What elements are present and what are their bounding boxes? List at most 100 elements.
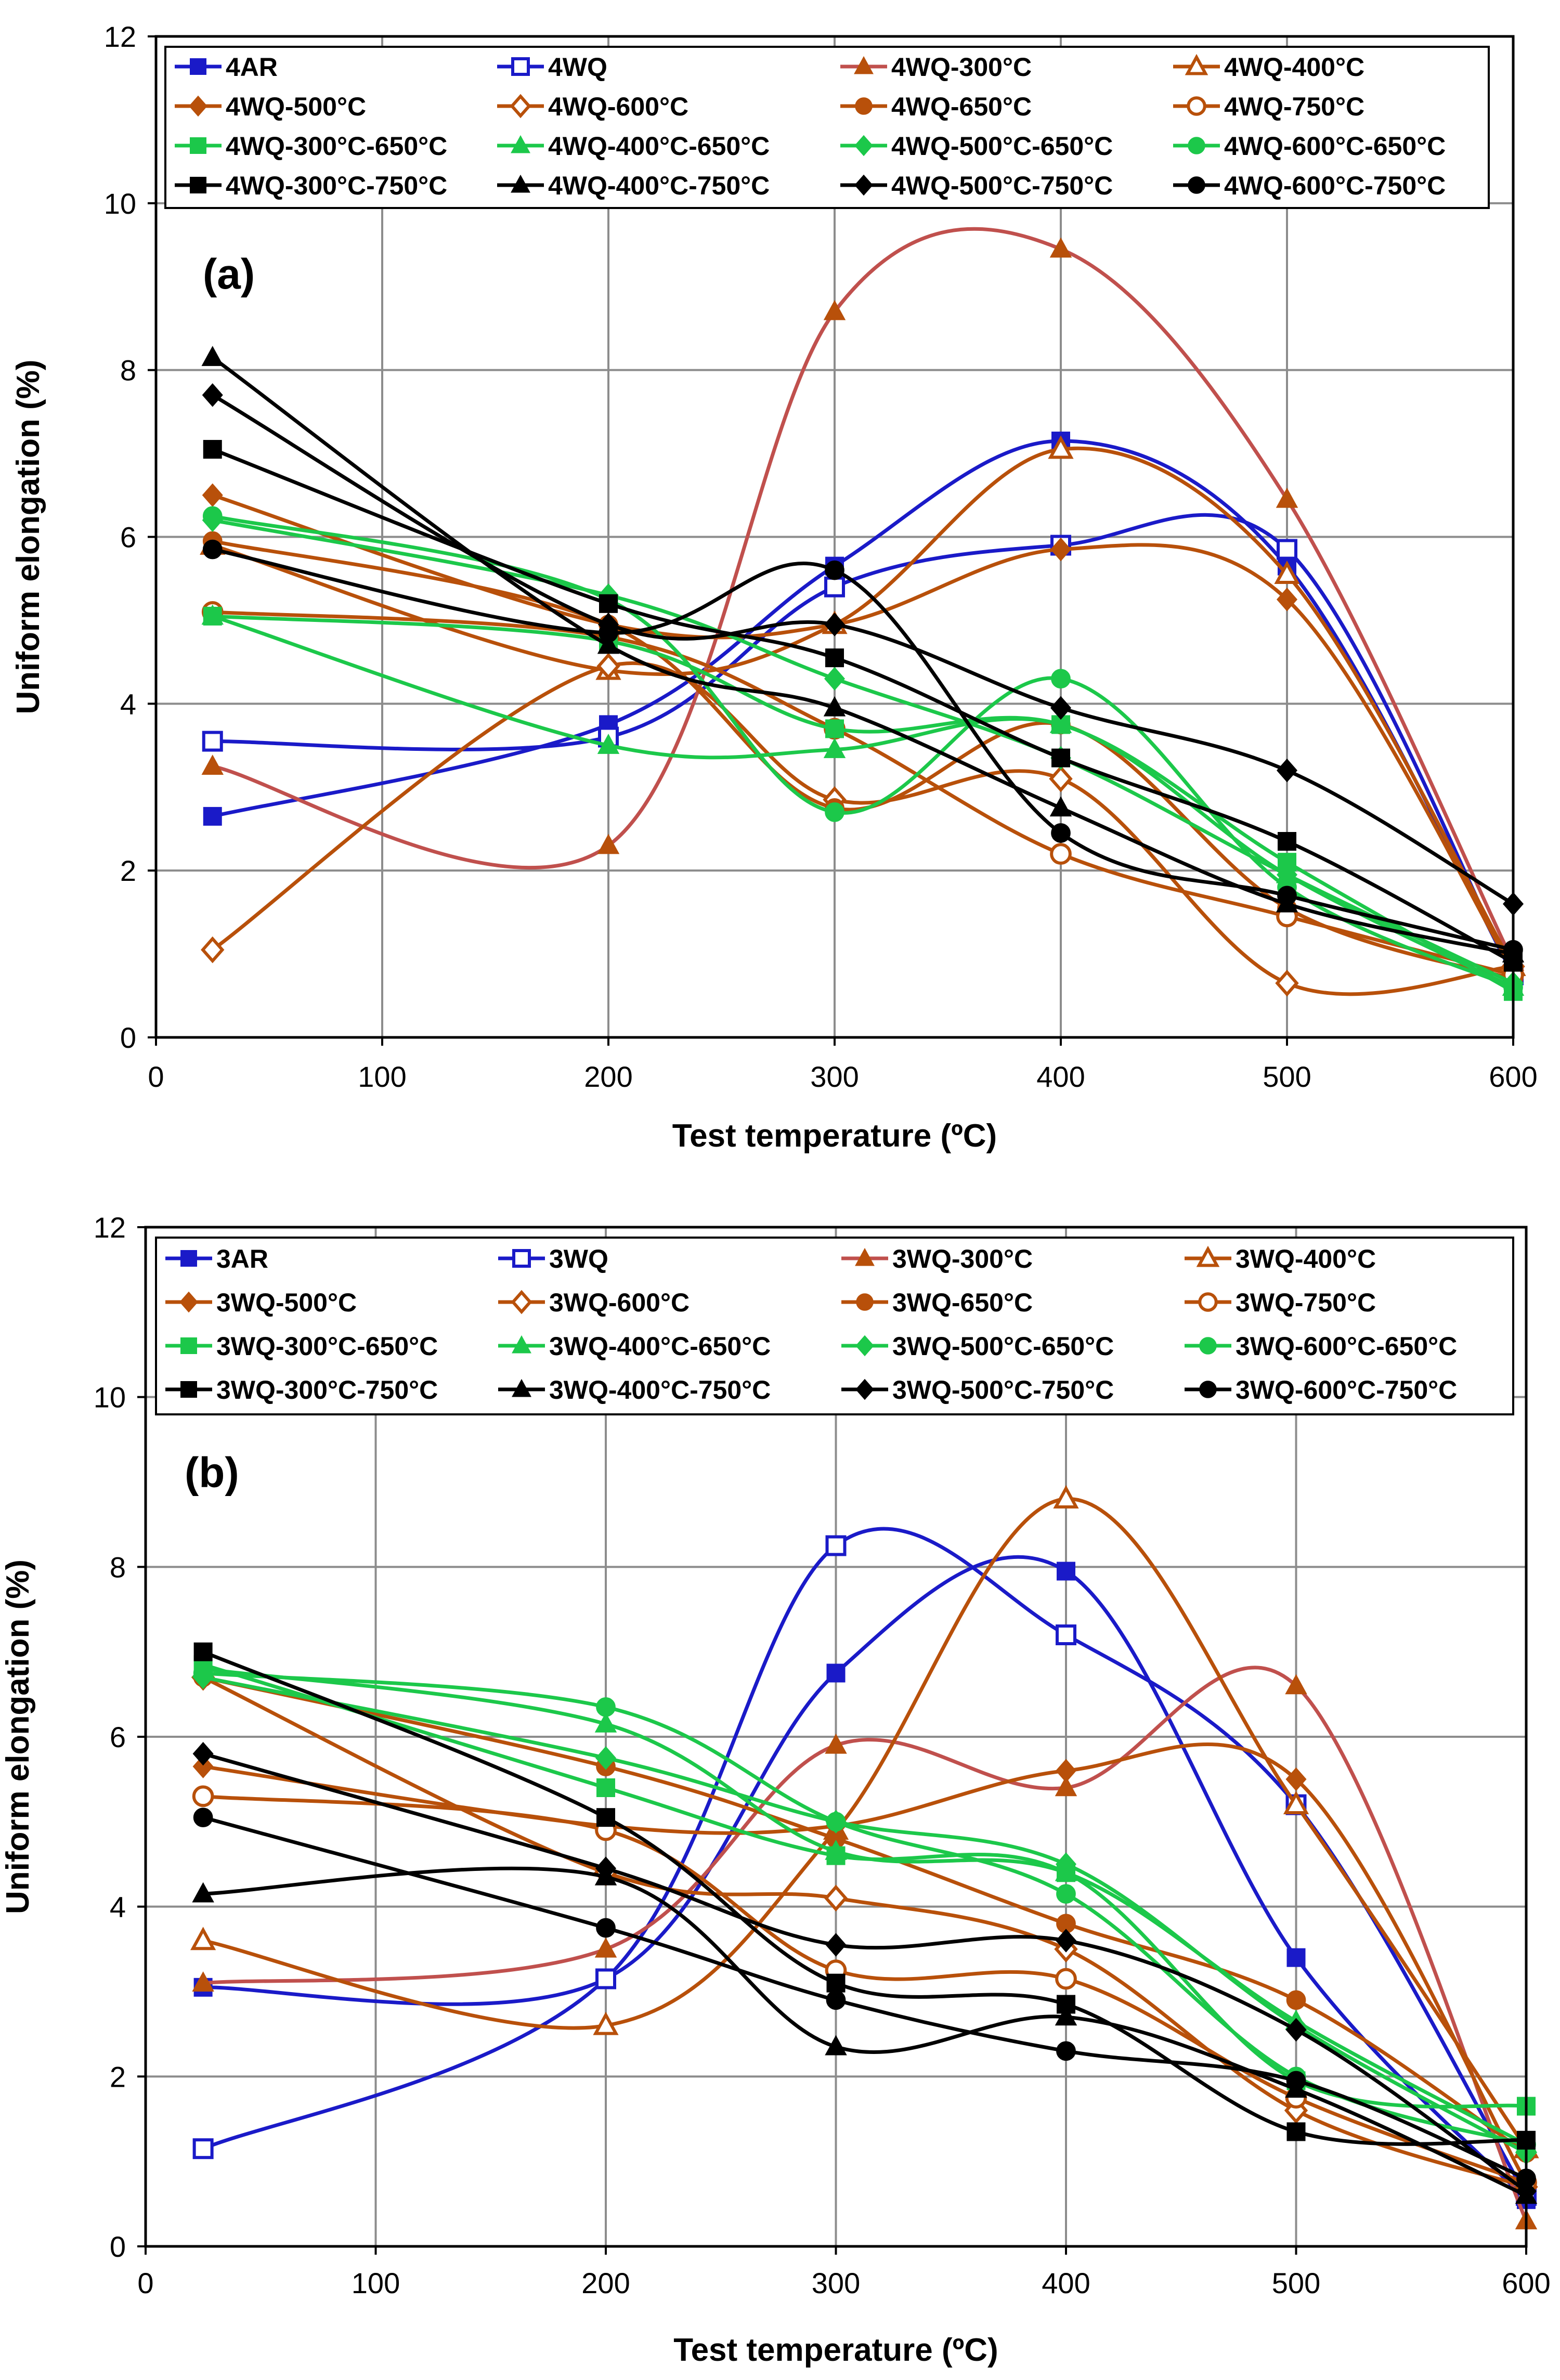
x-axis-label: Test temperature (ºC) bbox=[672, 1118, 997, 1154]
legend-entry-3wq-300c-750c: 3WQ-300°C-750°C bbox=[165, 1375, 438, 1404]
data-point bbox=[596, 1778, 615, 1797]
series-line bbox=[202, 1675, 1527, 2189]
legend-label: 3WQ-400°C-650°C bbox=[549, 1332, 771, 1361]
data-point bbox=[593, 2011, 619, 2035]
legend-entry-4wq-400c-750c: 4WQ-400°C-750°C bbox=[497, 171, 770, 200]
series-line bbox=[212, 439, 1515, 976]
data-point bbox=[597, 834, 620, 854]
data-point bbox=[823, 738, 846, 758]
legend-label: 4AR bbox=[226, 53, 278, 82]
data-point bbox=[1285, 1674, 1307, 1695]
legend-marker bbox=[854, 174, 873, 196]
data-point bbox=[1049, 796, 1072, 817]
legend-marker bbox=[179, 1291, 198, 1313]
series-line bbox=[202, 1815, 1527, 2180]
data-point bbox=[599, 594, 618, 613]
x-tick-label: 0 bbox=[148, 1060, 164, 1093]
data-point bbox=[596, 653, 620, 680]
data-point bbox=[823, 696, 846, 717]
legend-label: 3WQ-400°C bbox=[1236, 1244, 1376, 1273]
data-point bbox=[826, 1812, 846, 1832]
data-point bbox=[825, 1733, 847, 1754]
legend-entry-4wq-600c: 4WQ-600°C bbox=[497, 92, 688, 121]
plot-frame bbox=[144, 1226, 1528, 2248]
legend-entry-3wq-650c: 3WQ-650°C bbox=[841, 1288, 1033, 1317]
data-point bbox=[825, 648, 844, 668]
data-point bbox=[824, 667, 846, 691]
data-point bbox=[1051, 748, 1070, 768]
legend-marker bbox=[1187, 96, 1206, 116]
legend-label: 4WQ-400°C-750°C bbox=[548, 171, 770, 200]
data-point bbox=[202, 506, 223, 526]
legend-entry-4wq-600c-650c: 4WQ-600°C-650°C bbox=[1173, 132, 1446, 161]
legend-marker bbox=[855, 1335, 874, 1357]
legend-marker bbox=[1188, 137, 1205, 154]
legend-marker bbox=[1188, 176, 1205, 194]
legend-marker bbox=[190, 177, 206, 193]
x-tick-label: 300 bbox=[810, 1060, 859, 1093]
legend-entry-4wq-400c: 4WQ-400°C bbox=[1173, 53, 1364, 82]
legend-marker bbox=[189, 95, 207, 117]
y-tick-label: 8 bbox=[110, 1551, 126, 1583]
legend-marker bbox=[1196, 1245, 1220, 1267]
data-point bbox=[1055, 1759, 1077, 1783]
data-point bbox=[1056, 2041, 1076, 2061]
y-tick-label: 12 bbox=[104, 20, 136, 53]
y-tick-label: 6 bbox=[110, 1721, 126, 1753]
data-point bbox=[595, 1968, 616, 1989]
legend-marker bbox=[512, 1378, 531, 1397]
y-tick-label: 2 bbox=[120, 854, 136, 887]
data-point bbox=[192, 1971, 214, 1992]
panel-label: (a) bbox=[203, 251, 255, 298]
data-point bbox=[825, 802, 844, 822]
legend-marker bbox=[1199, 1337, 1217, 1355]
legend-label: 4WQ-500°C-650°C bbox=[891, 132, 1113, 161]
chart-panel-b: 0 100 200 300 400 500 600 0 2 4 6 8 10 12 3AR 3WQ 3WQ-30… bbox=[0, 1211, 1551, 2368]
data-point bbox=[192, 1754, 214, 1778]
legend-entry-3wq-400c-650c: 3WQ-400°C-650°C bbox=[498, 1332, 771, 1361]
legend-marker bbox=[511, 174, 530, 193]
data-point bbox=[1050, 843, 1072, 865]
legend-label: 3WQ-300°C-650°C bbox=[216, 1332, 438, 1361]
data-point bbox=[1055, 2005, 1077, 2026]
data-point bbox=[1285, 2018, 1307, 2042]
data-point bbox=[1051, 823, 1071, 843]
legend-marker bbox=[856, 1293, 874, 1311]
data-point bbox=[1285, 1767, 1307, 1791]
legend-label: 3WQ-500°C bbox=[216, 1288, 357, 1317]
data-point bbox=[824, 576, 845, 597]
data-point bbox=[1284, 2097, 1308, 2124]
legend-entry-3wq-300c-650c: 3WQ-300°C-650°C bbox=[165, 1332, 438, 1361]
data-point bbox=[1048, 435, 1074, 459]
data-point bbox=[1283, 1791, 1309, 1814]
data-point bbox=[826, 1973, 846, 1993]
legend-label: 4WQ-500°C-750°C bbox=[891, 171, 1113, 200]
data-point bbox=[192, 1785, 214, 1807]
legend: 4AR 4WQ 4WQ-300°C 4WQ-400°C 4WQ-500°C 4WQ-600… bbox=[164, 46, 1490, 209]
legend-label: 3WQ-600°C-650°C bbox=[1236, 1332, 1457, 1361]
legend-label: 3WQ-600°C bbox=[549, 1288, 690, 1317]
legend-entry-4wq-300c: 4WQ-300°C bbox=[840, 53, 1032, 82]
legend-marker bbox=[854, 135, 873, 157]
y-tick-label: 12 bbox=[94, 1211, 126, 1244]
data-point bbox=[596, 1697, 616, 1717]
x-tick-label: 200 bbox=[584, 1060, 632, 1093]
legend: 3AR 3WQ 3WQ-300°C 3WQ-400°C 3WQ-500°C 3WQ-600… bbox=[155, 1237, 1514, 1415]
data-point bbox=[1277, 539, 1297, 560]
data-point bbox=[201, 936, 225, 964]
data-point bbox=[203, 440, 222, 459]
x-tick-label: 0 bbox=[137, 2267, 153, 2299]
data-point bbox=[193, 1642, 213, 1661]
legend-label: 3WQ-300°C bbox=[892, 1244, 1033, 1273]
data-point bbox=[1286, 2122, 1306, 2141]
data-point bbox=[1274, 561, 1300, 584]
legend-label: 4WQ-400°C bbox=[1224, 53, 1364, 82]
data-point bbox=[1286, 1948, 1306, 1967]
x-tick-label: 600 bbox=[1502, 2267, 1550, 2299]
series-line bbox=[202, 1675, 1527, 2155]
legend-label: 3AR bbox=[216, 1244, 268, 1273]
y-tick-label: 8 bbox=[120, 354, 136, 387]
data-point bbox=[201, 346, 224, 366]
data-point bbox=[1286, 1990, 1306, 2010]
y-tick-label: 4 bbox=[110, 1891, 126, 1923]
